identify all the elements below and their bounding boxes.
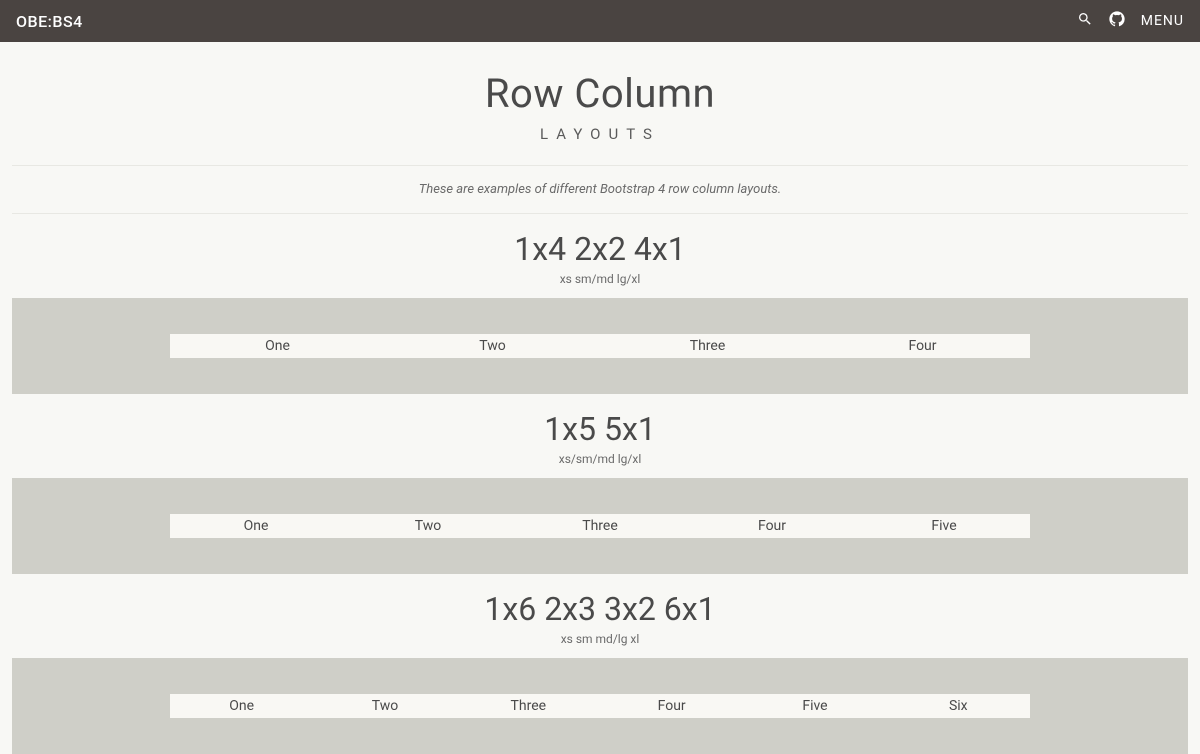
demo-cell: One — [170, 694, 313, 718]
demo-cell: Six — [887, 694, 1030, 718]
section-title: 1x5 5x1 — [12, 410, 1188, 448]
section-breakpoints: xs/sm/md lg/xl — [12, 452, 1188, 466]
layout-section: 1x4 2x2 4x1 xs sm/md lg/xl One Two Three… — [12, 230, 1188, 394]
demo-cell: Five — [743, 694, 886, 718]
demo-box: One Two Three Four Five — [12, 478, 1188, 574]
demo-cell: Two — [313, 694, 456, 718]
page-header: Row Column LAYOUTS — [12, 42, 1188, 155]
search-icon[interactable] — [1077, 11, 1093, 31]
demo-cell: Four — [686, 514, 858, 538]
section-breakpoints: xs sm/md lg/xl — [12, 272, 1188, 286]
demo-row: One Two Three Four Five — [170, 514, 1030, 538]
page-wrap: Row Column LAYOUTS These are examples of… — [0, 42, 1200, 754]
demo-cell: Three — [514, 514, 686, 538]
divider — [12, 213, 1188, 214]
demo-row: One Two Three Four — [170, 334, 1030, 358]
divider — [12, 165, 1188, 166]
intro-text: These are examples of different Bootstra… — [12, 176, 1188, 203]
navbar: OBE:BS4 MENU — [0, 0, 1200, 42]
demo-row: One Two Three Four Five Six — [170, 694, 1030, 718]
brand-logo[interactable]: OBE:BS4 — [16, 12, 83, 31]
demo-cell: Three — [457, 694, 600, 718]
github-icon[interactable] — [1109, 11, 1125, 31]
section-title: 1x6 2x3 3x2 6x1 — [12, 590, 1188, 628]
demo-cell: One — [170, 334, 385, 358]
section-breakpoints: xs sm md/lg xl — [12, 632, 1188, 646]
page-subtitle: LAYOUTS — [12, 125, 1188, 143]
layout-section: 1x6 2x3 3x2 6x1 xs sm md/lg xl One Two T… — [12, 590, 1188, 754]
demo-cell: Four — [815, 334, 1030, 358]
navbar-right: MENU — [1077, 11, 1184, 31]
demo-box: One Two Three Four — [12, 298, 1188, 394]
demo-cell: Three — [600, 334, 815, 358]
section-title: 1x4 2x2 4x1 — [12, 230, 1188, 268]
demo-cell: Four — [600, 694, 743, 718]
demo-cell: Two — [385, 334, 600, 358]
page-title: Row Column — [12, 70, 1188, 117]
menu-button[interactable]: MENU — [1141, 13, 1184, 29]
demo-cell: Two — [342, 514, 514, 538]
layout-section: 1x5 5x1 xs/sm/md lg/xl One Two Three Fou… — [12, 410, 1188, 574]
demo-cell: Five — [858, 514, 1030, 538]
demo-box: One Two Three Four Five Six — [12, 658, 1188, 754]
demo-cell: One — [170, 514, 342, 538]
